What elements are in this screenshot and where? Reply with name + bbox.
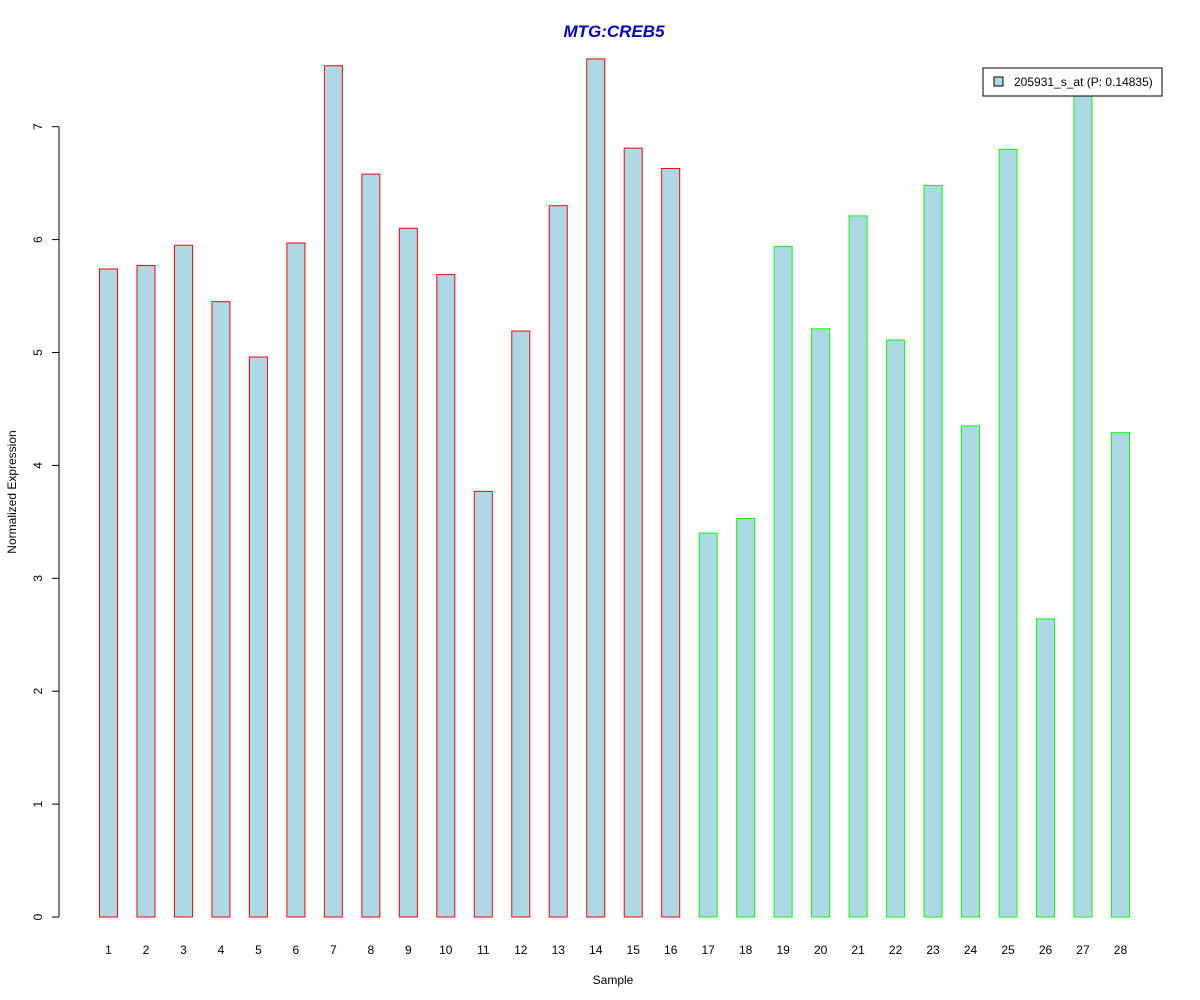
bar-sample-21 — [848, 215, 868, 918]
bar-sample-3 — [173, 244, 193, 918]
x-tick-label: 7 — [330, 943, 337, 957]
y-tick-label: 0 — [31, 913, 45, 920]
x-axis-label: Sample — [593, 973, 634, 987]
x-tick-label: 4 — [218, 943, 225, 957]
bar-sample-10 — [436, 274, 456, 918]
bar-sample-25 — [998, 148, 1018, 918]
bar-sample-1 — [99, 268, 118, 918]
legend-box — [982, 67, 1163, 97]
y-tick-label: 2 — [31, 688, 45, 695]
x-tick-labels: 1 2 3 4 5 6 7 8 9 10 11 12 13 14 15 16 17 18 19 20 21 22 23 24 2… — [105, 943, 1127, 957]
bar-sample-11 — [473, 490, 493, 918]
x-tick-label: 2 — [143, 943, 150, 957]
x-tick-label: 13 — [552, 943, 566, 957]
y-tick-label: 6 — [31, 236, 45, 243]
x-tick-label: 28 — [1114, 943, 1128, 957]
bar-sample-2 — [136, 265, 156, 918]
bar-sample-13 — [548, 205, 568, 918]
legend-swatch — [993, 76, 1004, 87]
y-tick-label: 5 — [31, 349, 45, 356]
x-tick-label: 18 — [739, 943, 753, 957]
bar-sample-22 — [886, 339, 906, 918]
bar-sample-15 — [623, 147, 643, 918]
bar-sample-14 — [586, 58, 606, 918]
bar-sample-27 — [1073, 92, 1093, 918]
y-tick-label: 1 — [31, 800, 45, 807]
x-tick-label: 23 — [926, 943, 940, 957]
bar-sample-20 — [811, 328, 831, 918]
x-tick-label: 20 — [814, 943, 828, 957]
y-tick-label: 7 — [31, 123, 45, 130]
bar-sample-17 — [698, 532, 718, 918]
x-tick-label: 21 — [851, 943, 865, 957]
x-tick-label: 9 — [405, 943, 412, 957]
y-tick-label: 3 — [31, 575, 45, 582]
bar-sample-9 — [398, 227, 418, 918]
bar-sample-18 — [736, 517, 756, 918]
y-axis-label: Normalized Expression — [5, 430, 19, 553]
bar-sample-12 — [511, 330, 531, 918]
x-tick-label: 15 — [627, 943, 641, 957]
legend-label: 205931_s_at (P: 0.14835) — [1014, 75, 1153, 89]
legend: 205931_s_at (P: 0.14835) — [982, 67, 1163, 97]
bars — [99, 58, 1130, 918]
x-tick-label: 14 — [589, 943, 603, 957]
bar-sample-19 — [773, 245, 793, 918]
chart-title: MTG:CREB5 — [563, 22, 665, 41]
x-tick-label: 27 — [1076, 943, 1090, 957]
bar-sample-7 — [323, 65, 343, 918]
x-tick-label: 6 — [293, 943, 300, 957]
bar-sample-23 — [923, 184, 943, 918]
bar-sample-6 — [286, 242, 306, 918]
x-tick-label: 3 — [180, 943, 187, 957]
x-tick-label: 25 — [1001, 943, 1015, 957]
x-tick-label: 1 — [105, 943, 112, 957]
x-tick-label: 19 — [776, 943, 790, 957]
bar-sample-8 — [361, 173, 381, 918]
x-tick-label: 8 — [368, 943, 375, 957]
x-tick-label: 10 — [439, 943, 453, 957]
x-tick-label: 12 — [514, 943, 528, 957]
y-tick-label: 4 — [31, 462, 45, 469]
x-tick-label: 26 — [1039, 943, 1053, 957]
x-tick-label: 22 — [889, 943, 903, 957]
x-tick-label: 16 — [664, 943, 678, 957]
bar-sample-26 — [1036, 618, 1055, 918]
bar-sample-16 — [661, 167, 681, 918]
x-tick-label: 24 — [964, 943, 978, 957]
y-axis: 0 1 2 3 4 5 6 7 — [31, 123, 60, 920]
bar-sample-5 — [248, 356, 268, 918]
bar-sample-24 — [961, 425, 981, 918]
bar-sample-4 — [211, 301, 231, 918]
x-tick-label: 11 — [477, 943, 490, 957]
x-tick-label: 17 — [702, 943, 716, 957]
x-tick-label: 5 — [255, 943, 262, 957]
bar-sample-28 — [1110, 432, 1130, 918]
